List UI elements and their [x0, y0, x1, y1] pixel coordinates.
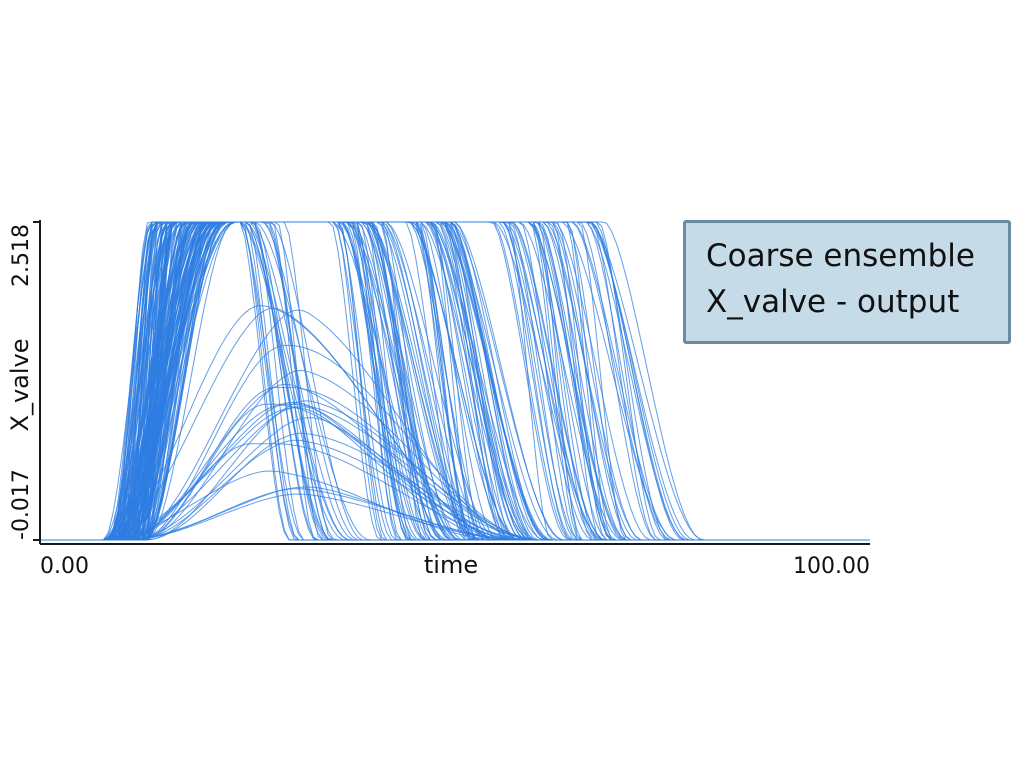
y-axis-title: X_valve — [6, 339, 34, 432]
ensemble-lines — [40, 221, 870, 541]
annotation-box: Coarse ensemble X_valve - output — [683, 220, 1011, 344]
annotation-line-2: X_valve - output — [706, 284, 960, 320]
x-tick-label-max: 100.00 — [793, 554, 870, 579]
annotation-line-1: Coarse ensemble — [706, 238, 975, 274]
x-axis-title: time — [424, 551, 478, 579]
y-tick-label-min: -0.017 — [9, 469, 34, 540]
ensemble-trace — [40, 221, 870, 541]
x-tick-label-min: 0.00 — [40, 554, 89, 579]
y-tick-label-max: 2.518 — [9, 224, 34, 287]
